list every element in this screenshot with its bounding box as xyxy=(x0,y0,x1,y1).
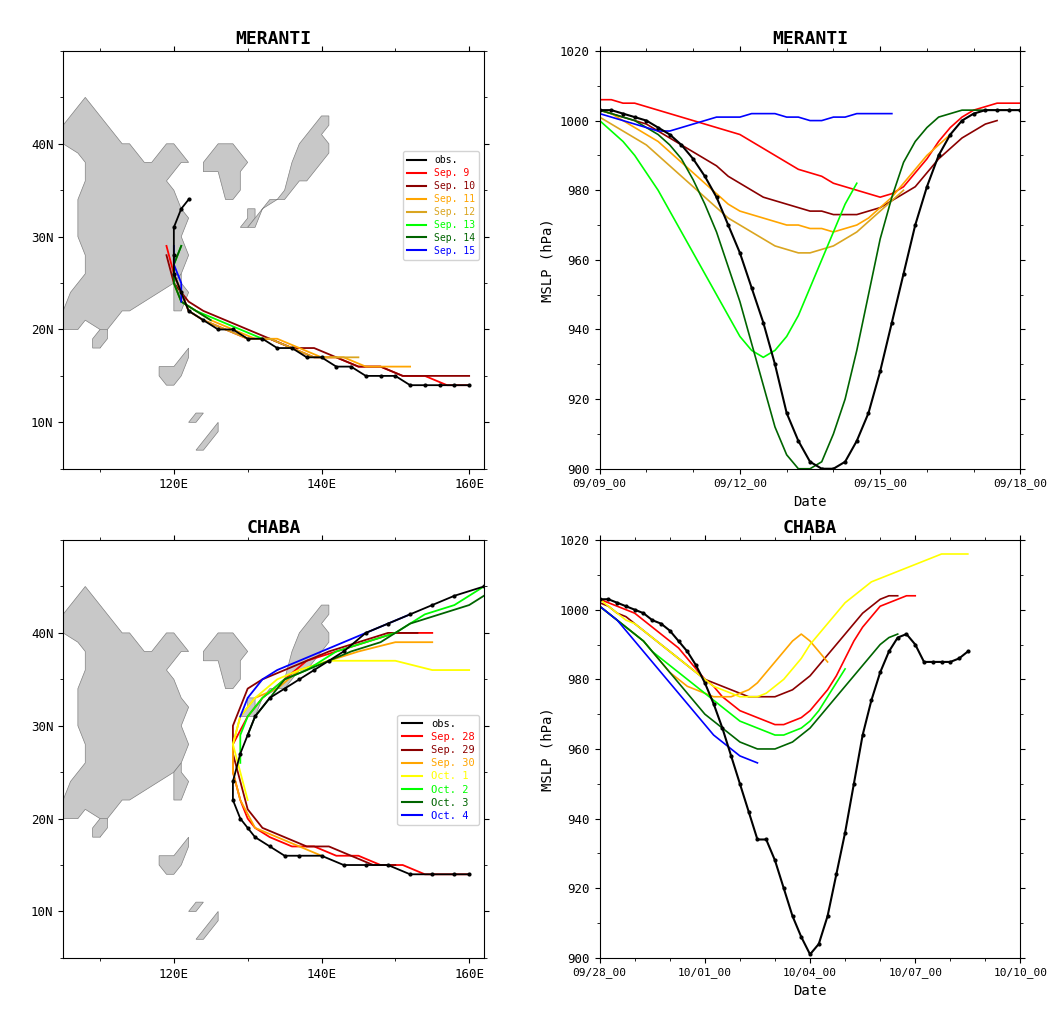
Title: CHABA: CHABA xyxy=(246,519,301,537)
Y-axis label: MSLP (hPa): MSLP (hPa) xyxy=(541,218,554,302)
Legend: obs., Sep. 28, Sep. 29, Sep. 30, Oct. 1, Oct. 2, Oct. 3, Oct. 4: obs., Sep. 28, Sep. 29, Sep. 30, Oct. 1,… xyxy=(398,714,479,825)
Polygon shape xyxy=(159,838,188,874)
Polygon shape xyxy=(174,763,188,800)
Polygon shape xyxy=(203,144,247,200)
Polygon shape xyxy=(93,329,107,348)
Polygon shape xyxy=(240,209,255,227)
Polygon shape xyxy=(196,422,218,450)
Polygon shape xyxy=(247,116,329,227)
Polygon shape xyxy=(63,98,188,348)
Polygon shape xyxy=(188,413,203,422)
Polygon shape xyxy=(247,605,329,716)
Polygon shape xyxy=(196,911,218,940)
Y-axis label: MSLP (hPa): MSLP (hPa) xyxy=(541,707,554,791)
X-axis label: Date: Date xyxy=(793,984,827,998)
Title: MERANTI: MERANTI xyxy=(772,30,848,48)
Title: MERANTI: MERANTI xyxy=(236,30,311,48)
Polygon shape xyxy=(240,698,255,716)
Polygon shape xyxy=(188,902,203,911)
X-axis label: Date: Date xyxy=(793,495,827,508)
Polygon shape xyxy=(93,818,107,838)
Polygon shape xyxy=(203,633,247,689)
Legend: obs., Sep. 9, Sep. 10, Sep. 11, Sep. 12, Sep. 13, Sep. 14, Sep. 15: obs., Sep. 9, Sep. 10, Sep. 11, Sep. 12,… xyxy=(403,152,479,260)
Polygon shape xyxy=(63,587,188,838)
Polygon shape xyxy=(174,274,188,311)
Title: CHABA: CHABA xyxy=(783,519,837,537)
Polygon shape xyxy=(159,348,188,385)
